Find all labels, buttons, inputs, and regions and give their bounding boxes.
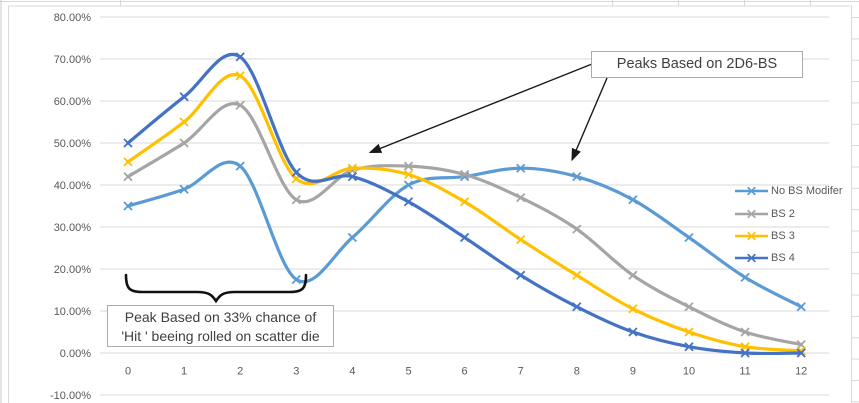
legend-label: BS 3 xyxy=(771,229,795,242)
x-axis-label: 7 xyxy=(518,366,524,378)
data-point-x-marker xyxy=(684,302,694,312)
data-point-x-marker xyxy=(291,274,301,285)
x-axis-label: 4 xyxy=(349,366,355,378)
data-point-x-marker xyxy=(403,169,414,180)
x-axis-label: 0 xyxy=(125,366,131,378)
legend-label: BS 2 xyxy=(771,207,795,220)
y-axis-label: 0.00% xyxy=(60,348,91,360)
data-point-x-marker xyxy=(235,52,245,62)
data-point-x-marker xyxy=(347,171,358,182)
data-point-x-marker xyxy=(796,348,806,358)
data-point-x-marker xyxy=(740,348,750,358)
data-point-x-marker xyxy=(516,192,526,203)
arrow-to-nobs-peak[interactable] xyxy=(571,77,608,162)
data-point-x-marker xyxy=(235,100,245,110)
legend-label: No BS Modifer xyxy=(771,185,843,198)
chart-legend[interactable]: No BS Modifer BS 2 BS 3 BS 4 xyxy=(735,180,855,270)
data-point-x-marker xyxy=(403,180,414,190)
data-point-x-marker xyxy=(628,270,638,280)
data-point-x-marker xyxy=(123,171,133,182)
data-point-x-marker xyxy=(572,270,582,280)
data-point-x-marker xyxy=(628,327,638,337)
x-axis-label: 2 xyxy=(237,366,243,378)
series-bs-2[interactable] xyxy=(123,100,806,350)
data-point-x-marker xyxy=(235,71,245,81)
data-point-x-marker xyxy=(684,327,694,337)
data-point-x-marker xyxy=(403,197,414,207)
series-no-bs-modifer[interactable] xyxy=(123,160,806,312)
series-line[interactable] xyxy=(126,160,803,309)
data-point-x-marker xyxy=(684,232,694,243)
data-point-x-marker xyxy=(123,157,133,167)
data-point-x-marker xyxy=(516,234,526,245)
series-line[interactable] xyxy=(126,102,803,347)
legend-label: BS 4 xyxy=(771,252,795,265)
data-point-x-marker xyxy=(347,232,358,243)
curly-brace[interactable] xyxy=(124,273,308,304)
data-point-x-marker xyxy=(179,138,189,148)
legend-line-sample xyxy=(735,253,768,263)
data-point-x-marker xyxy=(123,138,133,148)
annotation-peaks-2d6-text: Peaks Based on 2D6-BS xyxy=(616,56,778,72)
data-point-x-marker xyxy=(628,195,638,205)
data-point-x-marker xyxy=(459,169,470,180)
x-axis-label: 9 xyxy=(630,366,636,378)
series-bs-4[interactable] xyxy=(123,52,806,358)
x-axis-label: 11 xyxy=(739,366,750,378)
y-axis-label: 70.00% xyxy=(54,54,92,66)
legend-item-no-bs-modifer[interactable]: No BS Modifer xyxy=(735,180,855,202)
data-point-x-marker xyxy=(516,163,526,173)
legend-item-bs-4[interactable]: BS 4 xyxy=(735,247,855,269)
data-point-x-marker xyxy=(179,117,189,127)
legend-line-sample xyxy=(735,231,768,241)
data-point-x-marker xyxy=(291,195,301,205)
data-point-x-marker xyxy=(572,224,582,234)
data-point-x-marker xyxy=(740,327,750,337)
y-axis-label: 80.00% xyxy=(54,12,92,24)
annotation-scatter-line1: Peak Based on 33% chance of xyxy=(124,309,317,325)
legend-line-sample xyxy=(735,186,768,196)
legend-line-sample xyxy=(735,209,768,218)
data-point-x-marker xyxy=(628,304,638,314)
data-point-x-marker xyxy=(179,92,189,102)
x-axis-label: 5 xyxy=(405,366,411,378)
annotation-peaks-2d6-box[interactable]: Peaks Based on 2D6-BS xyxy=(591,51,803,78)
legend-item-bs-2[interactable]: BS 2 xyxy=(735,202,855,224)
legend-item-bs-3[interactable]: BS 3 xyxy=(735,225,855,247)
y-axis-label: 20.00% xyxy=(54,264,92,276)
y-axis-label: 60.00% xyxy=(54,96,92,108)
data-point-x-marker xyxy=(572,302,582,312)
x-axis-label: 10 xyxy=(683,366,695,378)
data-point-x-marker xyxy=(572,171,582,182)
data-point-x-marker xyxy=(684,342,694,352)
annotation-scatter-box[interactable]: Peak Based on 33% chance of 'Hit ' beein… xyxy=(107,305,334,347)
x-axis-label: 3 xyxy=(293,366,299,378)
arrow-to-bs3-peak[interactable] xyxy=(368,63,593,154)
y-axis-label: -10.00% xyxy=(50,390,91,402)
data-point-x-marker xyxy=(403,161,414,171)
data-point-x-marker xyxy=(740,272,750,283)
data-point-x-marker xyxy=(459,197,470,207)
x-axis-label: 8 xyxy=(574,366,580,378)
data-point-x-marker xyxy=(179,184,189,194)
data-point-x-marker xyxy=(347,163,358,173)
spreadsheet-right-gridlines xyxy=(852,17,859,403)
x-axis-label: 1 xyxy=(181,366,187,378)
data-point-x-marker xyxy=(796,302,806,312)
data-point-x-marker xyxy=(291,167,301,178)
data-point-x-marker xyxy=(123,201,133,211)
data-point-x-marker xyxy=(516,270,526,280)
y-axis-label: 40.00% xyxy=(54,180,92,192)
y-axis-label: 10.00% xyxy=(54,306,92,318)
y-axis-label: 50.00% xyxy=(54,138,92,150)
y-axis-label: 30.00% xyxy=(54,222,92,234)
annotation-scatter-line2: 'Hit ' beeing rolled on scatter die xyxy=(121,328,320,344)
x-axis-label: 6 xyxy=(462,366,468,378)
data-point-x-marker xyxy=(235,161,245,171)
data-point-x-marker xyxy=(459,232,470,243)
x-axis-label: 12 xyxy=(795,366,807,378)
